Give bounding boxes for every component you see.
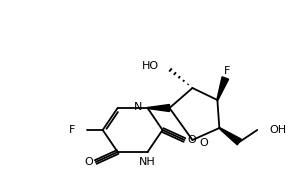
Polygon shape (219, 128, 241, 145)
Text: NH: NH (139, 157, 156, 167)
Text: OH: OH (269, 125, 286, 135)
Text: N: N (134, 102, 143, 112)
Text: O: O (187, 135, 196, 145)
Text: F: F (224, 66, 230, 76)
Text: O: O (199, 138, 208, 148)
Polygon shape (217, 77, 229, 100)
Polygon shape (148, 104, 169, 112)
Text: O: O (84, 157, 93, 167)
Text: F: F (69, 125, 75, 135)
Text: HO: HO (141, 61, 159, 71)
